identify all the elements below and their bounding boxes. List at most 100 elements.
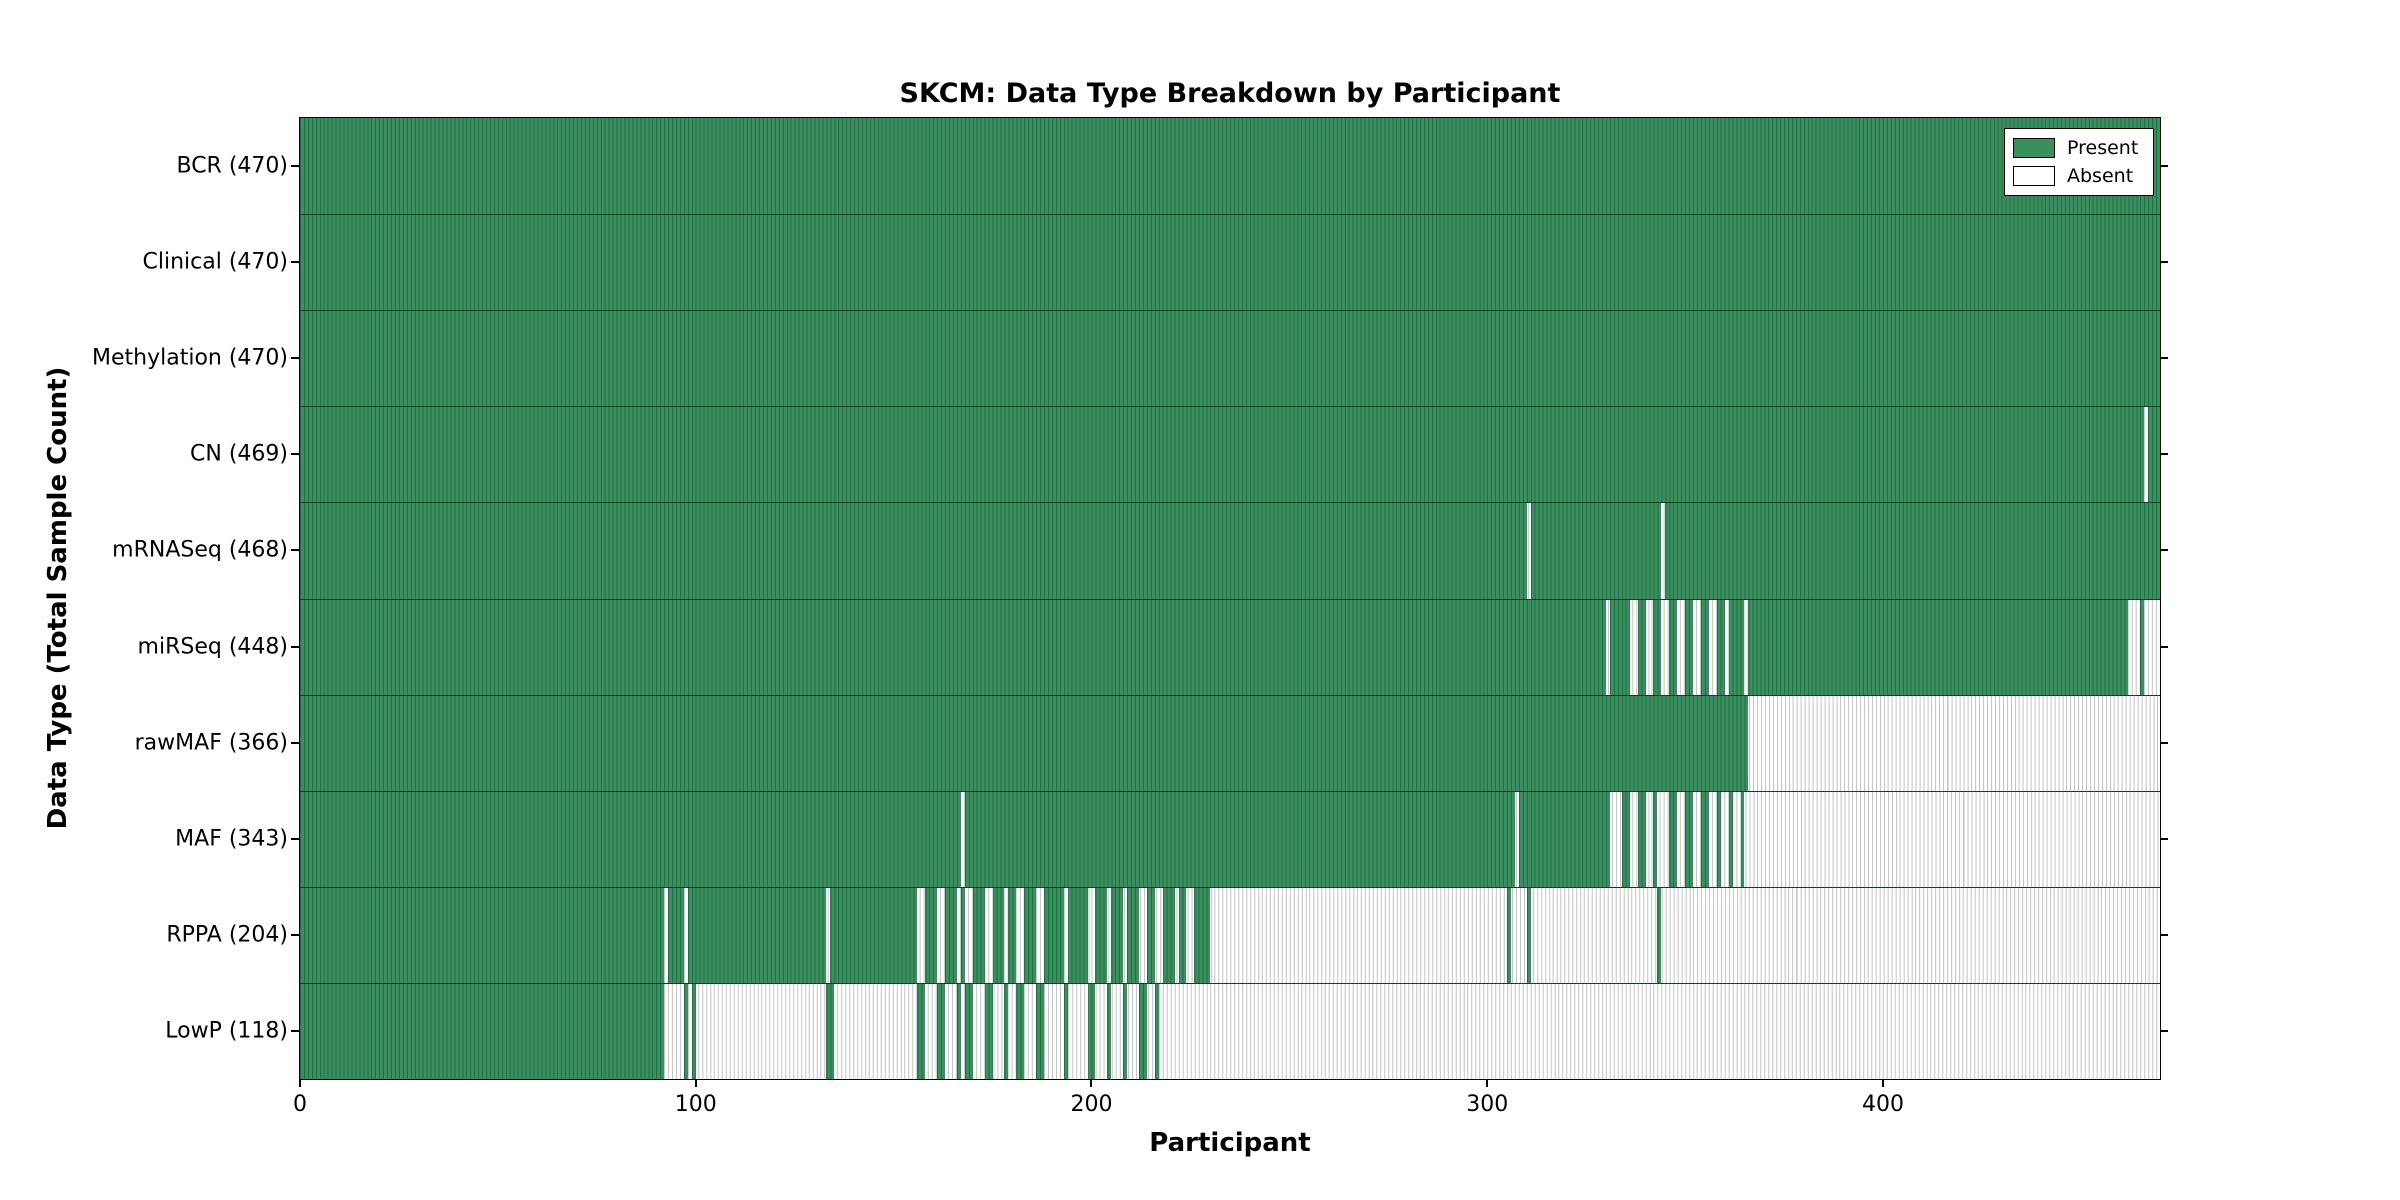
absent-segment bbox=[1693, 791, 1701, 888]
absent-segment bbox=[1138, 887, 1147, 984]
absent-segment bbox=[1036, 887, 1044, 984]
y-tick-mark bbox=[2160, 1029, 2168, 1032]
y-tick-mark bbox=[2160, 741, 2168, 744]
absent-segment bbox=[1720, 791, 1729, 888]
y-tick-mark bbox=[291, 261, 299, 264]
y-tick-mark bbox=[2160, 261, 2168, 264]
absent-segment bbox=[1661, 887, 2160, 984]
chart-title: SKCM: Data Type Breakdown by Participant bbox=[899, 78, 1561, 109]
y-tick-mark bbox=[2160, 837, 2168, 840]
absent-segment bbox=[984, 887, 993, 984]
matrix-row-cn bbox=[300, 406, 2160, 504]
absent-segment bbox=[1677, 791, 1686, 888]
absent-segment bbox=[1530, 887, 1658, 984]
x-tick-label: 400 bbox=[1861, 1092, 1904, 1117]
matrix-row-maf bbox=[300, 790, 2160, 888]
absent-segment bbox=[1158, 983, 2160, 1079]
present-swatch bbox=[2013, 138, 2055, 158]
y-tick-mark bbox=[291, 837, 299, 840]
absent-segment bbox=[687, 983, 692, 1079]
absent-segment bbox=[960, 791, 965, 888]
absent-segment bbox=[917, 887, 926, 984]
y-tick-mark bbox=[291, 741, 299, 744]
absent-segment bbox=[1127, 983, 1139, 1079]
absent-segment bbox=[1629, 791, 1638, 888]
absent-segment bbox=[1095, 983, 1108, 1079]
absent-segment bbox=[1693, 599, 1701, 696]
legend-item-present: Present bbox=[2013, 137, 2145, 159]
x-axis-label: Participant bbox=[1149, 1128, 1311, 1158]
row-label-methylation: Methylation (470) bbox=[92, 345, 288, 371]
absent-segment bbox=[1657, 791, 1670, 888]
absent-segment bbox=[2144, 599, 2160, 696]
y-tick-mark bbox=[291, 357, 299, 360]
absent-segment bbox=[1661, 599, 1670, 696]
y-tick-mark bbox=[2160, 645, 2168, 648]
row-label-bcr: BCR (470) bbox=[176, 153, 288, 179]
row-label-rppa: RPPA (204) bbox=[166, 922, 288, 948]
absent-segment bbox=[945, 983, 957, 1079]
y-tick-mark bbox=[291, 933, 299, 936]
absent-segment bbox=[664, 983, 684, 1079]
y-tick-mark bbox=[291, 645, 299, 648]
matrix-row-bcr bbox=[300, 118, 2160, 215]
absent-segment bbox=[834, 983, 918, 1079]
y-tick-mark bbox=[291, 549, 299, 552]
y-tick-mark bbox=[291, 165, 299, 168]
x-tick-label: 200 bbox=[1070, 1092, 1113, 1117]
legend-label-present: Present bbox=[2067, 137, 2139, 159]
absent-segment bbox=[1063, 887, 1068, 984]
absent-segment bbox=[1154, 887, 1163, 984]
absent-segment bbox=[1510, 887, 1527, 984]
absent-segment bbox=[1016, 887, 1025, 984]
y-tick-mark bbox=[2160, 165, 2168, 168]
x-tick-mark bbox=[1881, 1079, 1884, 1087]
x-tick-label: 0 bbox=[293, 1092, 307, 1117]
absent-segment bbox=[1645, 791, 1654, 888]
absent-segment bbox=[992, 983, 1005, 1079]
matrix-row-mirseq bbox=[300, 598, 2160, 696]
absent-segment bbox=[826, 887, 831, 984]
row-label-clinical: Clinical (470) bbox=[142, 249, 288, 275]
absent-segment bbox=[1661, 503, 1666, 600]
row-label-lowp: LowP (118) bbox=[165, 1018, 288, 1044]
absent-segment bbox=[972, 983, 985, 1079]
row-label-mrnaseq: mRNASeq (468) bbox=[112, 537, 288, 563]
absent-segment bbox=[1067, 983, 1088, 1079]
absent-segment bbox=[1732, 791, 1741, 888]
absent-segment bbox=[1629, 599, 1638, 696]
absent-segment bbox=[1744, 599, 1749, 696]
x-tick-label: 100 bbox=[674, 1092, 717, 1117]
absent-segment bbox=[2144, 407, 2149, 504]
absent-segment bbox=[1605, 599, 1610, 696]
absent-segment bbox=[1024, 983, 1037, 1079]
absent-segment bbox=[1146, 983, 1155, 1079]
x-tick-mark bbox=[694, 1079, 697, 1087]
legend: Present Absent bbox=[2004, 128, 2154, 196]
absent-segment bbox=[1645, 599, 1654, 696]
row-label-cn: CN (469) bbox=[190, 441, 288, 467]
absent-segment bbox=[1526, 503, 1531, 600]
x-tick-mark bbox=[1090, 1079, 1093, 1087]
absent-segment bbox=[964, 887, 973, 984]
absent-segment bbox=[1210, 887, 1507, 984]
x-tick-mark bbox=[299, 1079, 301, 1087]
absent-segment bbox=[1008, 983, 1017, 1079]
row-label-maf: MAF (343) bbox=[175, 826, 288, 852]
y-tick-mark bbox=[2160, 549, 2168, 552]
matrix-row-methylation bbox=[300, 310, 2160, 408]
matrix-row-lowp bbox=[300, 982, 2160, 1079]
absent-segment bbox=[1087, 887, 1096, 984]
matrix-row-mrnaseq bbox=[300, 502, 2160, 600]
absent-segment bbox=[695, 983, 827, 1079]
absent-segment bbox=[1044, 983, 1064, 1079]
legend-label-absent: Absent bbox=[2067, 165, 2134, 187]
matrix-row-clinical bbox=[300, 214, 2160, 312]
y-tick-mark bbox=[2160, 453, 2168, 456]
absent-segment bbox=[925, 983, 938, 1079]
y-tick-mark bbox=[291, 1029, 299, 1032]
absent-segment bbox=[956, 887, 961, 984]
y-tick-mark bbox=[2160, 933, 2168, 936]
x-tick-mark bbox=[1486, 1079, 1489, 1087]
absent-segment bbox=[1514, 791, 1519, 888]
